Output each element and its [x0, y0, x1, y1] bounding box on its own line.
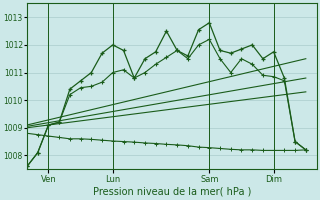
X-axis label: Pression niveau de la mer( hPa ): Pression niveau de la mer( hPa ): [92, 187, 251, 197]
